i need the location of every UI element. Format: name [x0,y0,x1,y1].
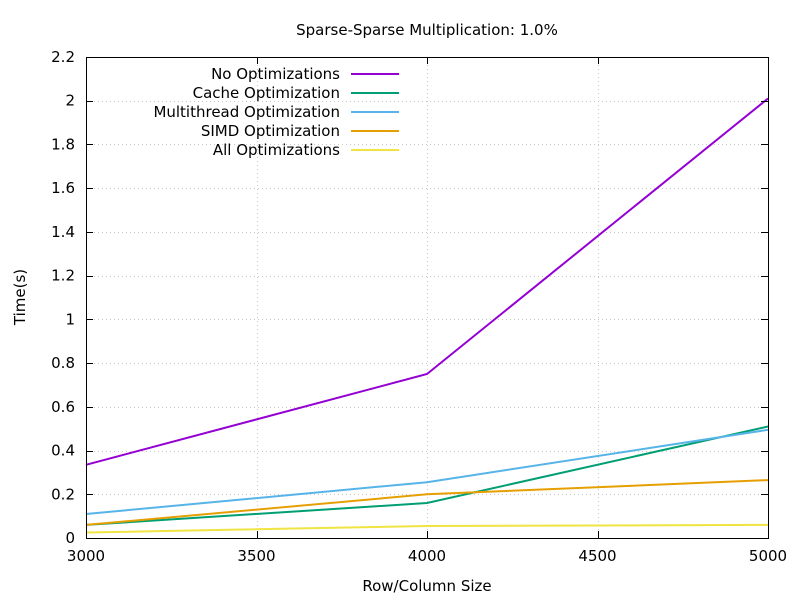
y-tick-label: 1 [65,310,75,328]
y-tick-label: 2 [65,92,75,110]
legend-label: Cache Optimization [193,84,340,102]
x-tick-label: 4000 [408,547,446,565]
series-line-all-optimizations [85,523,769,534]
y-tick-label: 1.6 [51,179,75,197]
x-tick-label: 5000 [749,547,787,565]
y-tick-label: 1.8 [51,135,75,153]
y-tick-label: 0.2 [51,485,75,503]
series-line-multithread-optimization [85,428,769,515]
legend-label: All Optimizations [213,141,340,159]
legend-label: No Optimizations [211,65,340,83]
legend-label: SIMD Optimization [201,122,340,140]
y-tick-label: 2.2 [51,48,75,66]
y-tick-label: 0.8 [51,354,75,372]
legend-label: Multithread Optimization [153,103,340,121]
series-line-simd-optimization [85,479,769,526]
grid [86,57,768,538]
x-axis-label: Row/Column Size [362,577,491,595]
y-tick-label: 0.6 [51,398,75,416]
x-tick-label: 3000 [67,547,105,565]
series-layer [85,97,769,534]
y-tick-label: 1.4 [51,223,75,241]
series-line-no-optimizations [85,97,769,466]
y-tick-label: 1.2 [51,267,75,285]
y-tick-label: 0 [65,529,75,547]
series-line-cache-optimization [85,425,769,526]
y-axis-label: Time(s) [11,269,29,326]
y-tick-label: 0.4 [51,442,75,460]
axis-ticks: 0 0.2 0.4 0.6 0.8 1 1.2 1.4 1.6 1.8 2 2.2 3000 3500 40… [51,48,787,565]
chart-title: Sparse-Sparse Multiplication: 1.0% [296,21,558,39]
x-tick-label: 4500 [578,547,616,565]
x-tick-label: 3500 [237,547,275,565]
